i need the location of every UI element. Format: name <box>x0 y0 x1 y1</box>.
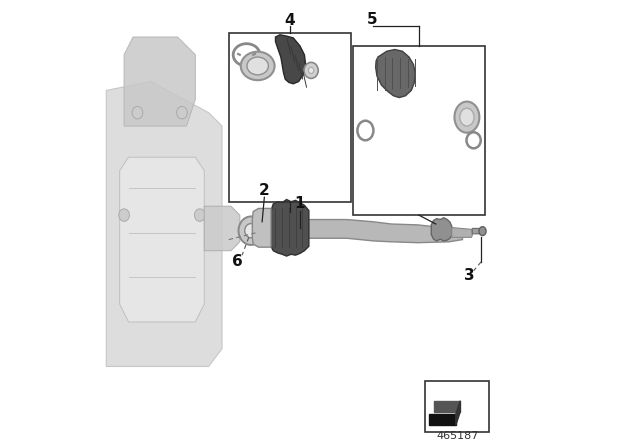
Bar <box>424 381 489 432</box>
Ellipse shape <box>177 107 188 119</box>
Polygon shape <box>433 401 460 412</box>
Ellipse shape <box>195 209 205 221</box>
Ellipse shape <box>460 108 474 126</box>
Text: 5: 5 <box>367 12 378 27</box>
Polygon shape <box>431 218 452 241</box>
Polygon shape <box>429 414 456 425</box>
Text: 1: 1 <box>294 197 305 211</box>
Ellipse shape <box>454 102 479 133</box>
Ellipse shape <box>239 216 264 245</box>
Ellipse shape <box>132 107 143 119</box>
Bar <box>353 46 484 215</box>
Polygon shape <box>275 35 306 84</box>
Text: 6: 6 <box>232 254 243 269</box>
Ellipse shape <box>479 227 486 236</box>
Polygon shape <box>456 401 460 425</box>
Ellipse shape <box>241 52 275 80</box>
Polygon shape <box>255 220 463 243</box>
Polygon shape <box>120 157 204 322</box>
Ellipse shape <box>308 67 314 73</box>
Ellipse shape <box>119 209 129 221</box>
Ellipse shape <box>304 62 318 78</box>
Polygon shape <box>204 206 240 251</box>
Polygon shape <box>452 228 472 237</box>
Ellipse shape <box>244 224 257 238</box>
Polygon shape <box>472 228 481 234</box>
Polygon shape <box>252 208 271 247</box>
Polygon shape <box>271 199 309 256</box>
Text: 2: 2 <box>259 183 269 198</box>
Polygon shape <box>124 37 195 126</box>
Text: 4: 4 <box>284 13 295 28</box>
Bar <box>228 33 351 202</box>
Ellipse shape <box>247 57 268 75</box>
Polygon shape <box>376 49 415 98</box>
Polygon shape <box>106 82 222 366</box>
Text: 3: 3 <box>464 268 474 283</box>
Text: 465187: 465187 <box>436 431 478 441</box>
